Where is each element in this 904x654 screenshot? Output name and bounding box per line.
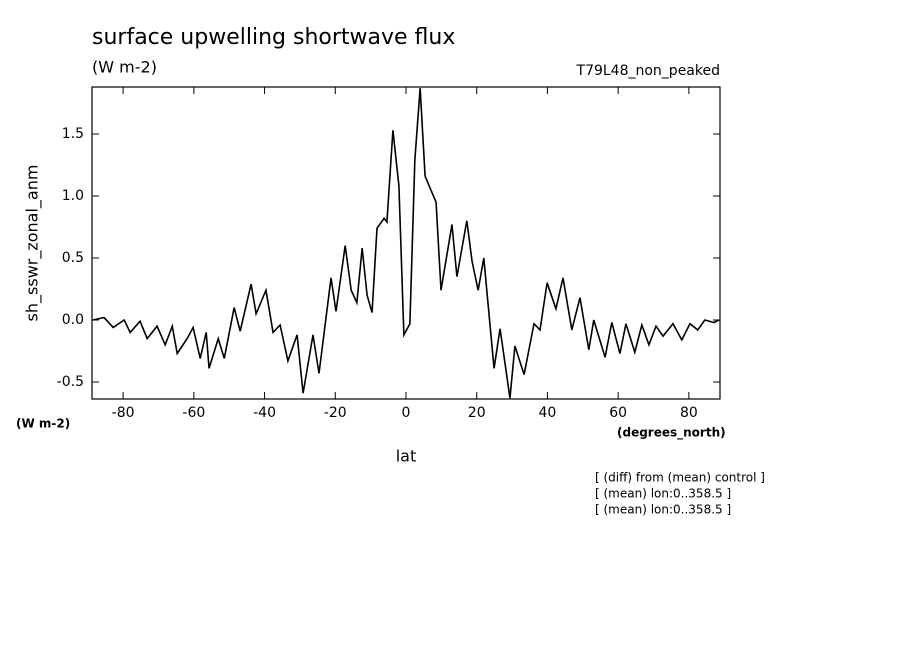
y-tick-label: 0.5: [62, 250, 84, 266]
x-tick-label: 20: [468, 405, 486, 421]
note: [ (diff) from (mean) control ]: [595, 471, 765, 485]
x-tick-label: 0: [402, 405, 411, 421]
note: [ (mean) lon:0..358.5 ]: [595, 487, 731, 501]
chart-subtitle: (W m-2): [92, 58, 157, 77]
y-units: (W m-2): [16, 417, 70, 431]
y-tick-label: 1.0: [62, 188, 84, 204]
x-tick-label: -60: [182, 405, 205, 421]
x-tick-label: 60: [609, 405, 627, 421]
y-tick-label: -0.5: [57, 374, 84, 390]
x-tick-label: -40: [253, 405, 276, 421]
y-axis-label: sh_sswr_zonal_anm: [23, 165, 43, 322]
note: [ (mean) lon:0..358.5 ]: [595, 503, 731, 517]
x-tick-label: 80: [680, 405, 698, 421]
x-units: (degrees_north): [617, 426, 726, 441]
y-tick-label: 0.0: [62, 312, 84, 328]
data-line: [92, 88, 720, 399]
y-tick-label: 1.5: [62, 126, 84, 142]
x-tick-label: -20: [324, 405, 347, 421]
chart-title: surface upwelling shortwave flux: [92, 25, 455, 50]
dataset-label: T79L48_non_peaked: [576, 63, 720, 79]
plot-frame: [91, 86, 721, 400]
x-tick-label: 40: [539, 405, 557, 421]
x-axis-label: lat: [396, 447, 417, 466]
x-tick-label: -80: [112, 405, 135, 421]
